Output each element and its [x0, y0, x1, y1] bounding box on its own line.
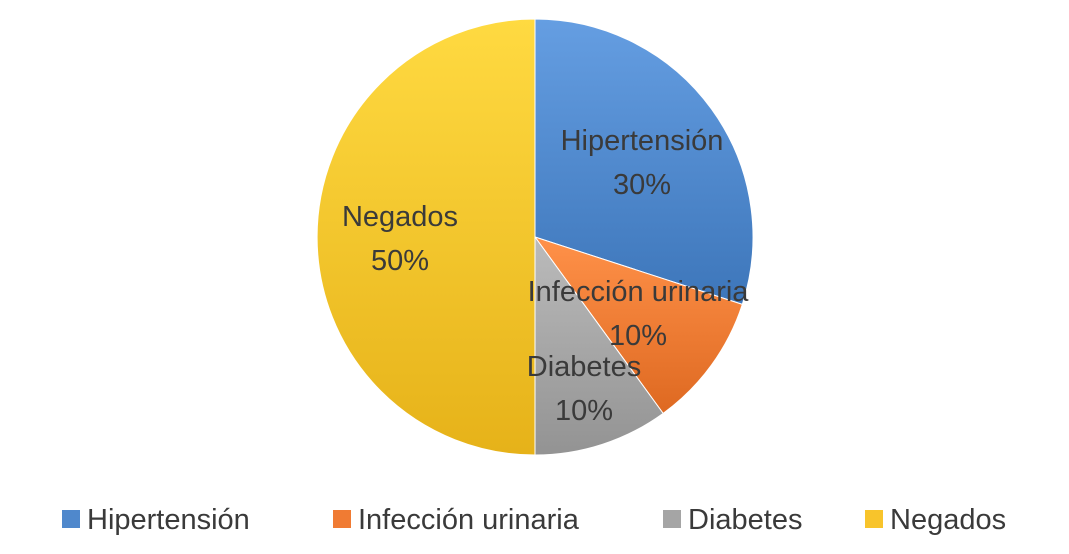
legend-swatch-negados	[865, 510, 883, 528]
legend-label-infeccion-urinaria: Infección urinaria	[358, 504, 580, 536]
slice-label-hipertension: Hipertensión	[561, 125, 724, 157]
legend-item-negados: Negados	[865, 504, 1006, 536]
pie-slices	[316, 18, 754, 456]
legend-swatch-diabetes	[663, 510, 681, 528]
legend-label-hipertension: Hipertensión	[87, 504, 250, 536]
legend-item-infeccion-urinaria: Infección urinaria	[333, 504, 580, 536]
slice-percent-negados: 50%	[371, 245, 429, 277]
pie-slice-negados	[316, 18, 536, 456]
slice-label-infeccion-urinaria: Infección urinaria	[528, 276, 750, 308]
slice-percent-infeccion-urinaria: 10%	[609, 320, 667, 352]
legend-label-negados: Negados	[890, 504, 1006, 536]
pie-slice-infeccion-urinaria	[533, 236, 743, 415]
legend-swatch-hipertension	[62, 510, 80, 528]
legend: Hipertensión Infección urinaria Diabetes Ne…	[62, 504, 1006, 536]
slice-label-negados: Negados	[342, 201, 458, 233]
legend-item-diabetes: Diabetes	[663, 504, 802, 536]
pie-slice-hipertension	[534, 18, 754, 306]
slice-percent-hipertension: 30%	[613, 169, 671, 201]
legend-item-hipertension: Hipertensión	[62, 504, 250, 536]
legend-label-diabetes: Diabetes	[688, 504, 802, 536]
slice-label-diabetes: Diabetes	[527, 351, 641, 383]
slice-percent-diabetes: 10%	[555, 395, 613, 427]
pie-slice-diabetes	[534, 235, 664, 456]
legend-swatch-infeccion-urinaria	[333, 510, 351, 528]
